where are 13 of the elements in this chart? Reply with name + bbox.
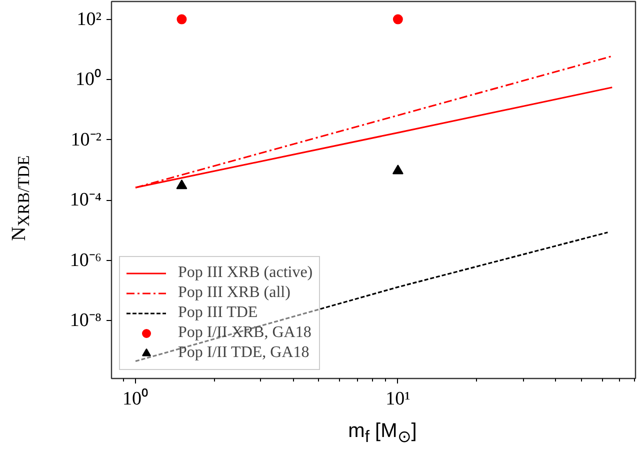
legend-label: Pop III TDE [178, 304, 258, 322]
y-tick-label: 10⁰ [76, 68, 102, 90]
x-tick-label: 10¹ [386, 388, 411, 410]
y-tick-label: 10⁻⁶ [70, 250, 102, 271]
y-tick-label: 10² [76, 8, 102, 30]
legend-label: Pop III XRB (active) [178, 264, 313, 282]
y-tick-label: 10⁻² [70, 129, 102, 150]
x-axis-title: m$_{f}$ [M$_{⊙}$] [348, 419, 417, 448]
legend-label: Pop I/II XRB, GA18 [178, 324, 312, 342]
legend-label: Pop I/II TDE, GA18 [178, 344, 310, 362]
y-tick-label: 10⁻⁸ [70, 310, 102, 332]
legend-label: Pop III XRB (all) [178, 284, 290, 302]
y-tick-label: 10⁻⁴ [70, 190, 102, 211]
